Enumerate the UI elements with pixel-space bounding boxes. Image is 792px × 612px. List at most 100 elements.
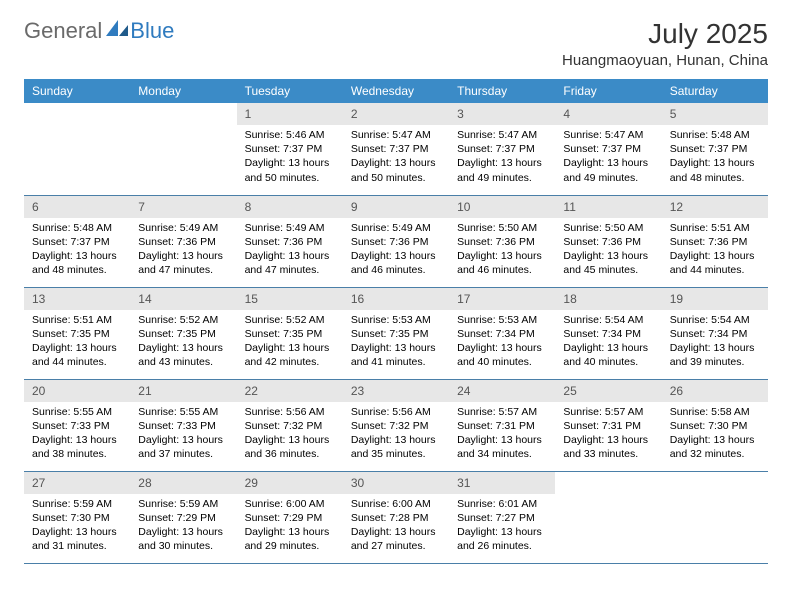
day-number: 9 [343, 196, 449, 218]
day-number: 24 [449, 380, 555, 402]
calendar-day-cell [555, 471, 661, 563]
day-data: Sunrise: 5:51 AMSunset: 7:35 PMDaylight:… [24, 310, 130, 376]
day-number-empty [130, 103, 236, 125]
calendar-day-cell [130, 103, 236, 195]
calendar-day-cell: 30Sunrise: 6:00 AMSunset: 7:28 PMDayligh… [343, 471, 449, 563]
title-location: Huangmaoyuan, Hunan, China [562, 52, 768, 69]
weekday-header: Wednesday [343, 79, 449, 103]
calendar-day-cell: 1Sunrise: 5:46 AMSunset: 7:37 PMDaylight… [237, 103, 343, 195]
calendar-day-cell: 19Sunrise: 5:54 AMSunset: 7:34 PMDayligh… [662, 287, 768, 379]
calendar-day-cell: 5Sunrise: 5:48 AMSunset: 7:37 PMDaylight… [662, 103, 768, 195]
calendar-week-row: 27Sunrise: 5:59 AMSunset: 7:30 PMDayligh… [24, 471, 768, 563]
weekday-header: Monday [130, 79, 236, 103]
day-number: 7 [130, 196, 236, 218]
day-number: 30 [343, 472, 449, 494]
day-data: Sunrise: 5:52 AMSunset: 7:35 PMDaylight:… [130, 310, 236, 376]
day-data: Sunrise: 5:59 AMSunset: 7:29 PMDaylight:… [130, 494, 236, 560]
calendar-day-cell: 10Sunrise: 5:50 AMSunset: 7:36 PMDayligh… [449, 195, 555, 287]
day-number: 13 [24, 288, 130, 310]
day-number: 29 [237, 472, 343, 494]
weekday-header: Thursday [449, 79, 555, 103]
calendar-day-cell: 24Sunrise: 5:57 AMSunset: 7:31 PMDayligh… [449, 379, 555, 471]
day-number: 12 [662, 196, 768, 218]
weekday-header: Tuesday [237, 79, 343, 103]
day-data: Sunrise: 5:54 AMSunset: 7:34 PMDaylight:… [662, 310, 768, 376]
day-data: Sunrise: 5:51 AMSunset: 7:36 PMDaylight:… [662, 218, 768, 284]
calendar-day-cell: 27Sunrise: 5:59 AMSunset: 7:30 PMDayligh… [24, 471, 130, 563]
day-data: Sunrise: 5:57 AMSunset: 7:31 PMDaylight:… [555, 402, 661, 468]
day-data: Sunrise: 5:49 AMSunset: 7:36 PMDaylight:… [237, 218, 343, 284]
day-number: 23 [343, 380, 449, 402]
calendar-day-cell: 29Sunrise: 6:00 AMSunset: 7:29 PMDayligh… [237, 471, 343, 563]
calendar-day-cell: 23Sunrise: 5:56 AMSunset: 7:32 PMDayligh… [343, 379, 449, 471]
calendar-table: Sunday Monday Tuesday Wednesday Thursday… [24, 79, 768, 564]
day-data: Sunrise: 6:01 AMSunset: 7:27 PMDaylight:… [449, 494, 555, 560]
calendar-day-cell: 14Sunrise: 5:52 AMSunset: 7:35 PMDayligh… [130, 287, 236, 379]
calendar-day-cell: 13Sunrise: 5:51 AMSunset: 7:35 PMDayligh… [24, 287, 130, 379]
day-data: Sunrise: 5:49 AMSunset: 7:36 PMDaylight:… [343, 218, 449, 284]
calendar-day-cell: 18Sunrise: 5:54 AMSunset: 7:34 PMDayligh… [555, 287, 661, 379]
day-data: Sunrise: 5:47 AMSunset: 7:37 PMDaylight:… [449, 125, 555, 191]
day-data: Sunrise: 5:56 AMSunset: 7:32 PMDaylight:… [237, 402, 343, 468]
day-data: Sunrise: 5:50 AMSunset: 7:36 PMDaylight:… [449, 218, 555, 284]
day-data: Sunrise: 6:00 AMSunset: 7:28 PMDaylight:… [343, 494, 449, 560]
day-data: Sunrise: 5:55 AMSunset: 7:33 PMDaylight:… [24, 402, 130, 468]
day-number: 11 [555, 196, 661, 218]
weekday-header: Sunday [24, 79, 130, 103]
day-data: Sunrise: 5:54 AMSunset: 7:34 PMDaylight:… [555, 310, 661, 376]
day-number-empty [662, 472, 768, 494]
day-data: Sunrise: 5:53 AMSunset: 7:34 PMDaylight:… [449, 310, 555, 376]
day-number: 31 [449, 472, 555, 494]
day-data: Sunrise: 5:57 AMSunset: 7:31 PMDaylight:… [449, 402, 555, 468]
day-number: 26 [662, 380, 768, 402]
day-number: 28 [130, 472, 236, 494]
day-data: Sunrise: 5:46 AMSunset: 7:37 PMDaylight:… [237, 125, 343, 191]
day-number: 10 [449, 196, 555, 218]
day-data: Sunrise: 5:53 AMSunset: 7:35 PMDaylight:… [343, 310, 449, 376]
day-number: 21 [130, 380, 236, 402]
calendar-week-row: 6Sunrise: 5:48 AMSunset: 7:37 PMDaylight… [24, 195, 768, 287]
day-number: 14 [130, 288, 236, 310]
weekday-header: Friday [555, 79, 661, 103]
day-data: Sunrise: 5:48 AMSunset: 7:37 PMDaylight:… [662, 125, 768, 191]
calendar-day-cell: 9Sunrise: 5:49 AMSunset: 7:36 PMDaylight… [343, 195, 449, 287]
logo: General Blue [24, 18, 174, 44]
day-number: 4 [555, 103, 661, 125]
calendar-day-cell: 7Sunrise: 5:49 AMSunset: 7:36 PMDaylight… [130, 195, 236, 287]
day-number-empty [555, 472, 661, 494]
day-number: 1 [237, 103, 343, 125]
day-number: 8 [237, 196, 343, 218]
calendar-day-cell: 12Sunrise: 5:51 AMSunset: 7:36 PMDayligh… [662, 195, 768, 287]
weekday-header-row: Sunday Monday Tuesday Wednesday Thursday… [24, 79, 768, 103]
day-number: 27 [24, 472, 130, 494]
title-month: July 2025 [562, 18, 768, 50]
day-number-empty [24, 103, 130, 125]
day-number: 15 [237, 288, 343, 310]
day-number: 25 [555, 380, 661, 402]
day-number: 2 [343, 103, 449, 125]
calendar-day-cell: 15Sunrise: 5:52 AMSunset: 7:35 PMDayligh… [237, 287, 343, 379]
weekday-header: Saturday [662, 79, 768, 103]
calendar-day-cell: 28Sunrise: 5:59 AMSunset: 7:29 PMDayligh… [130, 471, 236, 563]
day-number: 19 [662, 288, 768, 310]
header: General Blue July 2025 Huangmaoyuan, Hun… [24, 18, 768, 69]
calendar-day-cell: 8Sunrise: 5:49 AMSunset: 7:36 PMDaylight… [237, 195, 343, 287]
day-number: 5 [662, 103, 768, 125]
day-number: 6 [24, 196, 130, 218]
calendar-day-cell [662, 471, 768, 563]
day-number: 18 [555, 288, 661, 310]
calendar-day-cell: 16Sunrise: 5:53 AMSunset: 7:35 PMDayligh… [343, 287, 449, 379]
calendar-day-cell: 31Sunrise: 6:01 AMSunset: 7:27 PMDayligh… [449, 471, 555, 563]
logo-text-blue: Blue [130, 18, 174, 44]
day-data: Sunrise: 5:59 AMSunset: 7:30 PMDaylight:… [24, 494, 130, 560]
day-number: 22 [237, 380, 343, 402]
day-data: Sunrise: 5:50 AMSunset: 7:36 PMDaylight:… [555, 218, 661, 284]
calendar-body: 1Sunrise: 5:46 AMSunset: 7:37 PMDaylight… [24, 103, 768, 563]
day-number: 3 [449, 103, 555, 125]
day-number: 17 [449, 288, 555, 310]
day-data: Sunrise: 6:00 AMSunset: 7:29 PMDaylight:… [237, 494, 343, 560]
day-data: Sunrise: 5:58 AMSunset: 7:30 PMDaylight:… [662, 402, 768, 468]
calendar-day-cell: 3Sunrise: 5:47 AMSunset: 7:37 PMDaylight… [449, 103, 555, 195]
day-data: Sunrise: 5:56 AMSunset: 7:32 PMDaylight:… [343, 402, 449, 468]
day-data: Sunrise: 5:55 AMSunset: 7:33 PMDaylight:… [130, 402, 236, 468]
